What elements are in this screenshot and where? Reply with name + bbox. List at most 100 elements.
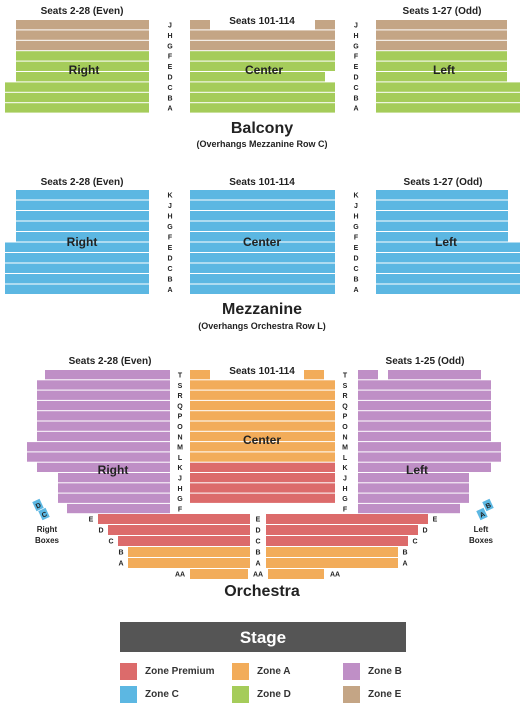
orchestra-front-right-row-C[interactable] <box>118 536 250 546</box>
orchestra-left-row-M[interactable] <box>358 442 501 452</box>
orchestra-front-right-row-AA[interactable] <box>190 569 248 579</box>
left-box-a[interactable]: A <box>476 507 488 521</box>
orchestra-left-row-O[interactable] <box>358 421 491 431</box>
mezzanine-right-row-B[interactable] <box>5 274 149 284</box>
mezzanine-left-row-D[interactable] <box>376 253 520 263</box>
legend-item-zone-d[interactable]: Zone D <box>232 686 291 703</box>
balcony-left-row-B[interactable] <box>376 92 520 103</box>
orchestra-left-row-G[interactable] <box>358 493 469 503</box>
orchestra-section-left[interactable]: Left <box>406 463 428 477</box>
mezzanine-left-row-H[interactable] <box>376 211 508 221</box>
orchestra-left-row-J[interactable] <box>358 473 469 483</box>
balcony-right-row-H[interactable] <box>16 30 149 40</box>
right-box-d[interactable]: D <box>32 498 44 512</box>
mezzanine-section-left[interactable]: Left <box>435 235 457 249</box>
mezzanine-center-row-F[interactable] <box>190 232 335 242</box>
mezzanine-left-row-K[interactable] <box>376 190 508 200</box>
orchestra-right-row-G[interactable] <box>58 493 170 503</box>
mezzanine-center-row-J[interactable] <box>190 200 335 211</box>
orchestra-right-row-S[interactable] <box>37 380 170 390</box>
balcony-center-row-E[interactable] <box>190 61 335 71</box>
balcony-left-row-J[interactable] <box>376 20 507 30</box>
orchestra-center-row-O[interactable] <box>190 421 335 431</box>
orchestra-front-left-row-AA[interactable] <box>268 569 324 579</box>
orchestra-left-row-T-end[interactable] <box>358 370 378 380</box>
orchestra-center-row-L[interactable] <box>190 452 335 462</box>
orchestra-front-right-row-E[interactable] <box>98 514 250 524</box>
mezzanine-left-row-G[interactable] <box>376 221 508 232</box>
balcony-section-center[interactable]: Center <box>245 63 283 77</box>
mezzanine-center-row-C[interactable] <box>190 263 335 274</box>
mezzanine-center-row-K[interactable] <box>190 190 335 200</box>
orchestra-right-row-O[interactable] <box>37 421 170 431</box>
balcony-section-left[interactable]: Left <box>433 63 455 77</box>
orchestra-right-row-M[interactable] <box>27 442 170 452</box>
mezzanine-left-row-A[interactable] <box>376 284 520 295</box>
orchestra-right-row-H[interactable] <box>58 483 170 493</box>
mezzanine-right-row-E[interactable] <box>5 242 149 253</box>
mezzanine-center-row-B[interactable] <box>190 274 335 284</box>
mezzanine-center-row-G[interactable] <box>190 221 335 232</box>
mezzanine-left-row-F[interactable] <box>376 232 508 242</box>
mezzanine-right-row-A[interactable] <box>5 284 149 295</box>
balcony-center-row-G[interactable] <box>190 40 335 51</box>
balcony-center-row-A[interactable] <box>190 103 335 113</box>
orchestra-center-row-G[interactable] <box>190 493 335 503</box>
orchestra-right-row-L[interactable] <box>27 452 170 462</box>
orchestra-section-center[interactable]: Center <box>243 433 281 447</box>
orchestra-left-row-K[interactable] <box>358 462 491 472</box>
balcony-left-row-F[interactable] <box>376 51 507 61</box>
balcony-right-row-J[interactable] <box>16 20 149 30</box>
orchestra-center-row-S[interactable] <box>190 380 335 390</box>
mezzanine-section-right[interactable]: Right <box>67 235 98 249</box>
balcony-center-row-J-right-end[interactable] <box>315 20 335 30</box>
balcony-left-row-A[interactable] <box>376 103 520 113</box>
legend-item-zone-premium[interactable]: Zone Premium <box>120 663 214 680</box>
legend-item-zone-c[interactable]: Zone C <box>120 686 179 703</box>
orchestra-right-row-F[interactable] <box>67 503 170 514</box>
orchestra-center-row-T-right-end[interactable] <box>304 370 324 380</box>
orchestra-right-row-K[interactable] <box>37 462 170 472</box>
orchestra-left-row-L[interactable] <box>358 452 501 462</box>
balcony-center-row-D[interactable] <box>190 72 325 82</box>
mezzanine-left-row-E[interactable] <box>376 242 520 253</box>
orchestra-left-row-P[interactable] <box>358 411 491 421</box>
orchestra-right-row-N[interactable] <box>37 431 170 442</box>
mezzanine-center-row-E[interactable] <box>190 242 335 253</box>
legend-item-zone-e[interactable]: Zone E <box>343 686 401 703</box>
orchestra-left-row-T[interactable] <box>388 370 481 380</box>
mezzanine-center-row-A[interactable] <box>190 284 335 295</box>
orchestra-left-row-H[interactable] <box>358 483 469 493</box>
balcony-center-row-C[interactable] <box>190 82 335 92</box>
orchestra-front-left-row-A[interactable] <box>266 558 398 568</box>
mezzanine-right-row-C[interactable] <box>5 263 149 274</box>
orchestra-center-row-P[interactable] <box>190 411 335 421</box>
balcony-left-row-D[interactable] <box>376 72 507 82</box>
orchestra-center-row-K[interactable] <box>190 462 335 472</box>
balcony-right-row-E[interactable] <box>16 61 149 71</box>
balcony-right-row-A[interactable] <box>5 103 149 113</box>
orchestra-front-left-row-E[interactable] <box>266 514 428 524</box>
balcony-right-row-G[interactable] <box>16 40 149 51</box>
orchestra-front-right-row-A[interactable] <box>128 558 250 568</box>
mezzanine-right-row-K[interactable] <box>16 190 149 200</box>
legend-item-zone-a[interactable]: Zone A <box>232 663 291 680</box>
balcony-center-row-F[interactable] <box>190 51 335 61</box>
orchestra-front-right-row-D[interactable] <box>108 525 250 535</box>
mezzanine-right-row-F[interactable] <box>16 232 149 242</box>
balcony-left-row-E[interactable] <box>376 61 507 71</box>
orchestra-right-row-P[interactable] <box>37 411 170 421</box>
mezzanine-right-row-D[interactable] <box>5 253 149 263</box>
mezzanine-left-row-J[interactable] <box>376 200 508 211</box>
balcony-left-row-H[interactable] <box>376 30 507 40</box>
balcony-right-row-B[interactable] <box>5 92 149 103</box>
orchestra-center-row-H[interactable] <box>190 483 335 493</box>
orchestra-center-row-R[interactable] <box>190 390 335 400</box>
orchestra-front-left-row-C[interactable] <box>266 536 408 546</box>
orchestra-left-row-F[interactable] <box>358 503 460 514</box>
balcony-right-row-C[interactable] <box>5 82 149 92</box>
left-box-b[interactable]: B <box>482 498 494 512</box>
balcony-left-row-G[interactable] <box>376 40 507 51</box>
balcony-center-row-B[interactable] <box>190 92 335 103</box>
right-box-c[interactable]: C <box>38 507 50 521</box>
